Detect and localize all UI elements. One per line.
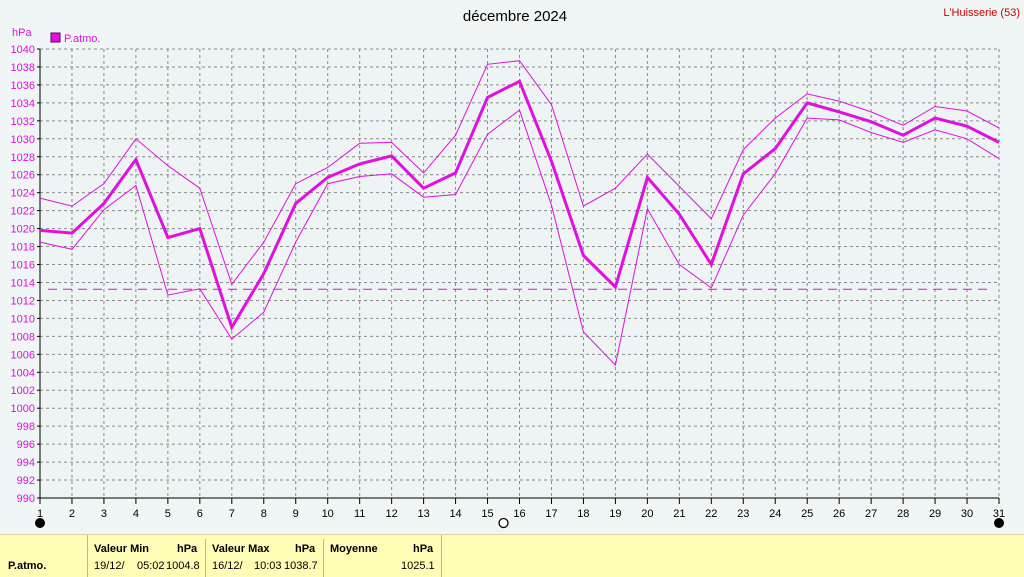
y-tick-label: 1030 bbox=[11, 134, 35, 146]
y-tick-label: 1012 bbox=[11, 295, 35, 307]
y-tick-label: 1026 bbox=[11, 170, 35, 182]
series-line-mean bbox=[39, 79, 1000, 332]
legend-swatch bbox=[50, 32, 61, 43]
x-tick-label: 27 bbox=[865, 508, 877, 520]
full-moon-icon bbox=[994, 518, 1004, 528]
x-tick-label: 8 bbox=[261, 508, 267, 520]
y-axis-unit: hPa bbox=[12, 27, 32, 39]
y-tick-label: 1028 bbox=[11, 152, 35, 164]
x-tick-label: 15 bbox=[481, 508, 493, 520]
new-moon-icon bbox=[498, 517, 509, 529]
y-tick-label: 1010 bbox=[11, 313, 35, 325]
series-line-max bbox=[39, 60, 1000, 286]
x-tick-label: 2 bbox=[69, 508, 75, 520]
x-tick-label: 13 bbox=[417, 508, 429, 520]
chart-title: décembre 2024 bbox=[463, 8, 567, 25]
x-tick-label: 11 bbox=[354, 508, 365, 520]
y-tick-label: 1018 bbox=[11, 242, 35, 254]
x-tick-label: 25 bbox=[801, 508, 813, 520]
x-tick-label: 20 bbox=[641, 508, 653, 520]
min-unit: hPa bbox=[177, 543, 198, 555]
x-tick-label: 31 bbox=[993, 508, 1005, 520]
stats-separator bbox=[323, 539, 324, 577]
max-unit: hPa bbox=[295, 543, 316, 555]
x-tick-label: 28 bbox=[897, 508, 909, 520]
y-tick-label: 990 bbox=[17, 493, 35, 505]
mean-header: Moyenne bbox=[330, 543, 378, 555]
y-tick-label: 1016 bbox=[11, 260, 35, 272]
x-tick-label: 29 bbox=[929, 508, 941, 520]
x-tick-label: 24 bbox=[769, 508, 781, 520]
x-tick-label: 6 bbox=[197, 508, 203, 520]
y-tick-label: 1022 bbox=[11, 206, 35, 218]
series-line-min bbox=[39, 109, 1000, 367]
max-time: 10:03 bbox=[254, 560, 282, 572]
min-time: 05:02 bbox=[137, 560, 165, 572]
max-header: Valeur Max bbox=[212, 543, 270, 555]
x-tick-label: 19 bbox=[609, 508, 621, 520]
y-tick-label: 1002 bbox=[11, 385, 35, 397]
y-tick-label: 1020 bbox=[11, 224, 35, 236]
series-layer bbox=[39, 60, 1000, 367]
y-tick-label: 992 bbox=[17, 475, 35, 487]
x-tick-labels: 1 2 3 4 5 6 7 8 9 10 11 12 13 14 15 16 17 18 19 20 21 22 23 24 2… bbox=[37, 508, 1005, 520]
pressure-chart: décembre 2024 L'Huisserie (53) hPa P.atm… bbox=[11, 7, 1020, 529]
stats-panel: P.atmo. Valeur Min hPa 19/12/ 05:02 1004… bbox=[0, 534, 1024, 577]
full-moon-icon bbox=[35, 518, 45, 528]
y-tick-label: 1040 bbox=[11, 44, 35, 56]
y-tick-labels: 990 992 994 996 998 1000 1002 1004 1006 1008 1010 1… bbox=[11, 44, 35, 505]
min-header: Valeur Min bbox=[94, 543, 150, 555]
y-tick-label: 1038 bbox=[11, 62, 35, 74]
max-value: 1038.7 bbox=[284, 560, 318, 572]
min-value: 1004.8 bbox=[166, 560, 200, 572]
y-tick-label: 996 bbox=[17, 439, 35, 451]
y-tick-label: 1000 bbox=[11, 403, 35, 415]
grid bbox=[40, 48, 1000, 498]
y-tick-label: 1004 bbox=[11, 367, 35, 379]
x-tick-label: 30 bbox=[961, 508, 973, 520]
y-tick-label: 1006 bbox=[11, 349, 35, 361]
stats-separator bbox=[205, 539, 206, 577]
y-tick-label: 1008 bbox=[11, 331, 35, 343]
moon-markers bbox=[35, 517, 1004, 529]
x-tick-label: 14 bbox=[449, 508, 461, 520]
stats-row-label: P.atmo. bbox=[8, 560, 47, 572]
min-date: 19/12/ bbox=[94, 560, 125, 572]
stats-separator bbox=[87, 535, 88, 577]
station-name: L'Huisserie (53) bbox=[943, 7, 1020, 19]
x-tick-label: 4 bbox=[133, 508, 139, 520]
mean-unit: hPa bbox=[413, 543, 434, 555]
legend-label: P.atmo. bbox=[64, 33, 101, 45]
y-tick-label: 998 bbox=[17, 421, 35, 433]
y-tick-label: 1032 bbox=[11, 116, 35, 128]
x-tick-label: 3 bbox=[101, 508, 107, 520]
x-tick-label: 22 bbox=[705, 508, 717, 520]
x-tick-label: 12 bbox=[386, 508, 398, 520]
y-tick-label: 994 bbox=[17, 457, 35, 469]
mean-value: 1025.1 bbox=[401, 560, 435, 572]
max-date: 16/12/ bbox=[212, 560, 243, 572]
x-tick-label: 9 bbox=[293, 508, 299, 520]
x-tick-label: 10 bbox=[322, 508, 334, 520]
x-tick-label: 7 bbox=[229, 508, 235, 520]
y-tick-label: 1034 bbox=[11, 98, 35, 110]
stats-separator bbox=[441, 535, 442, 577]
x-tick-label: 17 bbox=[545, 508, 557, 520]
x-tick-label: 1 bbox=[37, 508, 43, 520]
x-tick-label: 21 bbox=[673, 508, 685, 520]
x-tick-label: 5 bbox=[165, 508, 171, 520]
axes bbox=[37, 48, 1000, 504]
y-tick-label: 1014 bbox=[11, 277, 35, 289]
y-tick-label: 1036 bbox=[11, 80, 35, 92]
x-tick-label: 18 bbox=[577, 508, 589, 520]
y-tick-label: 1024 bbox=[11, 188, 35, 200]
x-tick-label: 23 bbox=[737, 508, 749, 520]
x-tick-label: 26 bbox=[833, 508, 845, 520]
x-tick-label: 16 bbox=[513, 508, 525, 520]
